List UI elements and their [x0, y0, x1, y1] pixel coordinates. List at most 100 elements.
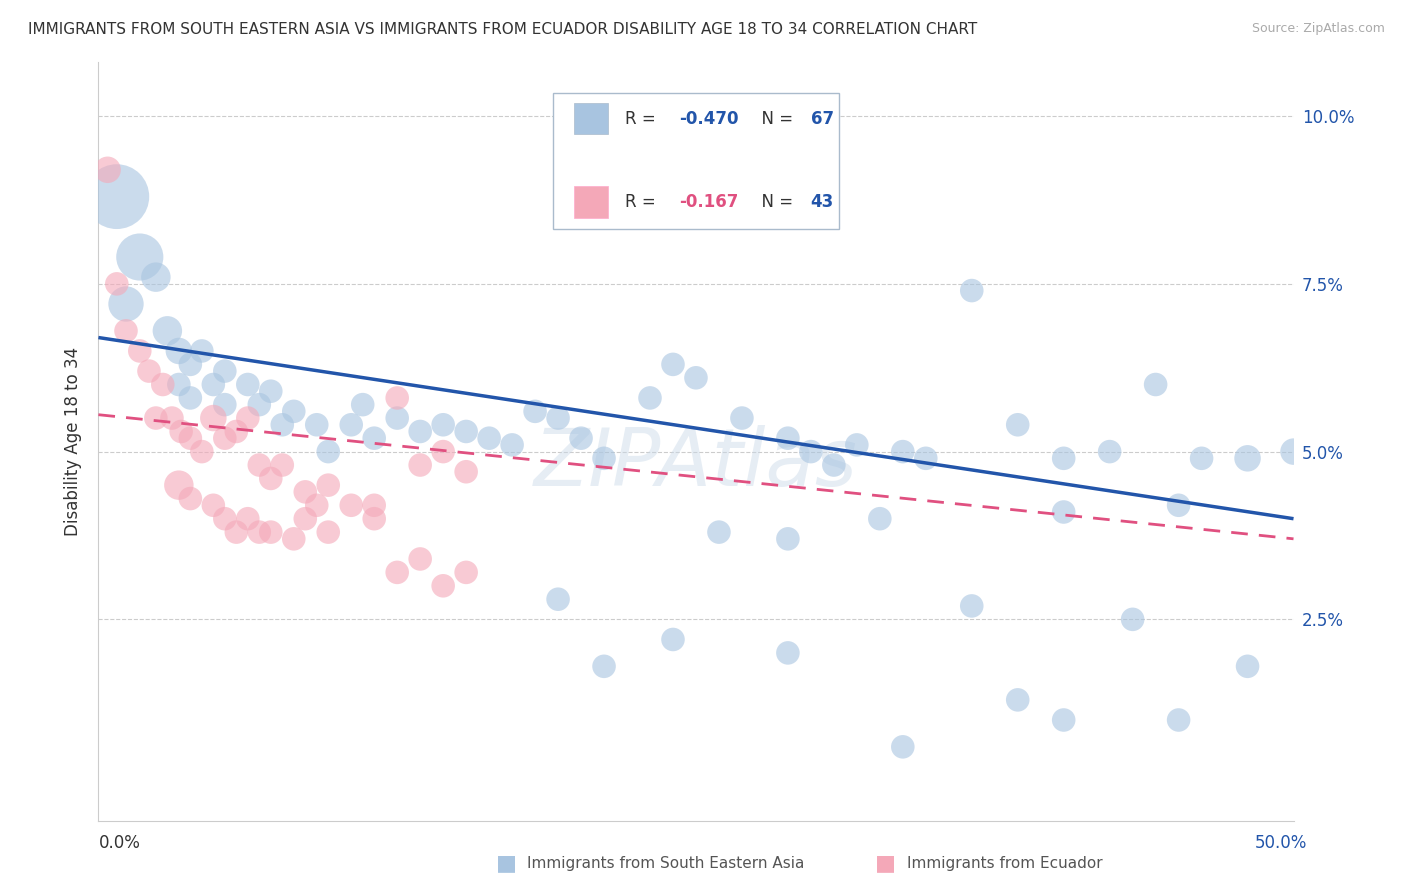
Point: [1191, 451, 1213, 466]
Point: [214, 512, 236, 526]
Text: 43: 43: [811, 193, 834, 211]
Point: [260, 525, 283, 540]
Point: [776, 646, 799, 660]
Point: [432, 579, 454, 593]
Point: [456, 465, 478, 479]
Point: [179, 357, 201, 371]
Point: [1053, 451, 1076, 466]
Point: [179, 431, 201, 445]
Point: [128, 343, 150, 358]
Point: [316, 478, 339, 492]
Text: N =: N =: [751, 193, 799, 211]
Point: [432, 417, 454, 432]
Point: [283, 532, 305, 546]
Point: [385, 391, 409, 405]
Point: [160, 411, 183, 425]
Text: N =: N =: [751, 110, 799, 128]
Point: [409, 458, 432, 472]
Point: [569, 431, 592, 445]
Point: [214, 364, 236, 378]
Point: [138, 364, 160, 378]
Point: [145, 411, 167, 425]
Point: [145, 270, 167, 285]
Bar: [574, 186, 607, 218]
Point: [776, 431, 799, 445]
Point: [409, 425, 432, 439]
Point: [191, 343, 214, 358]
Point: [105, 277, 128, 291]
Point: [97, 162, 120, 177]
Point: [247, 398, 270, 412]
Point: [294, 484, 316, 499]
Point: [524, 404, 547, 418]
Point: [478, 431, 501, 445]
Point: [202, 498, 225, 512]
Point: [202, 411, 225, 425]
Point: [260, 471, 283, 485]
Point: [1098, 444, 1121, 458]
Point: [385, 411, 409, 425]
Point: [179, 391, 201, 405]
Point: [409, 552, 432, 566]
Point: [385, 566, 409, 580]
Text: Immigrants from Ecuador: Immigrants from Ecuador: [907, 856, 1102, 871]
Point: [202, 377, 225, 392]
Point: [179, 491, 201, 506]
Point: [247, 525, 270, 540]
Point: [105, 189, 128, 203]
Point: [1236, 451, 1258, 466]
Bar: [574, 103, 607, 135]
Point: [1053, 713, 1076, 727]
Point: [1007, 693, 1029, 707]
Point: [167, 478, 190, 492]
Point: [776, 532, 799, 546]
Point: [960, 599, 983, 613]
Text: R =: R =: [626, 193, 661, 211]
Point: [283, 404, 305, 418]
Point: [914, 451, 936, 466]
Point: [432, 444, 454, 458]
Point: [845, 438, 868, 452]
Point: [271, 458, 294, 472]
Point: [1007, 417, 1029, 432]
Point: [800, 444, 823, 458]
Y-axis label: Disability Age 18 to 34: Disability Age 18 to 34: [63, 347, 82, 536]
Point: [305, 417, 328, 432]
Point: [869, 512, 891, 526]
Point: [167, 377, 190, 392]
Point: [225, 525, 247, 540]
Point: [501, 438, 523, 452]
Point: [960, 284, 983, 298]
Text: R =: R =: [626, 110, 661, 128]
Point: [685, 371, 707, 385]
Point: [128, 250, 150, 264]
Point: [214, 398, 236, 412]
Text: Source: ZipAtlas.com: Source: ZipAtlas.com: [1251, 22, 1385, 36]
Point: [662, 357, 685, 371]
Point: [340, 498, 363, 512]
Point: [170, 425, 193, 439]
Point: [167, 343, 190, 358]
Point: [305, 498, 328, 512]
Point: [294, 512, 316, 526]
Text: 0.0%: 0.0%: [98, 834, 141, 852]
Point: [236, 512, 259, 526]
Text: ■: ■: [876, 854, 896, 873]
Point: [363, 431, 385, 445]
Point: [823, 458, 845, 472]
Point: [191, 444, 214, 458]
Point: [214, 431, 236, 445]
Point: [456, 425, 478, 439]
Text: 67: 67: [811, 110, 834, 128]
Point: [352, 398, 374, 412]
Point: [1122, 612, 1144, 626]
Point: [260, 384, 283, 399]
Point: [1167, 713, 1189, 727]
Point: [547, 411, 569, 425]
Point: [156, 324, 179, 338]
Point: [547, 592, 569, 607]
Point: [236, 411, 259, 425]
Point: [456, 566, 478, 580]
Point: [152, 377, 174, 392]
Point: [707, 525, 730, 540]
